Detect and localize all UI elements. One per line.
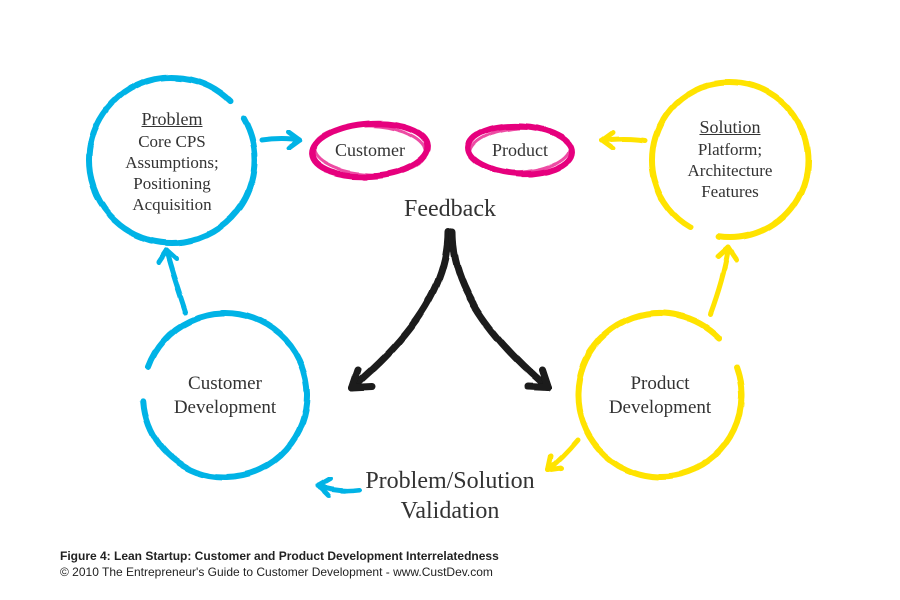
- validation-line-1: Problem/Solution: [340, 466, 560, 496]
- solution-body-1: Architecture: [662, 160, 798, 181]
- arrow-problem-to-customer: [262, 132, 300, 148]
- figure-caption: Figure 4: Lean Startup: Customer and Pro…: [60, 548, 840, 580]
- solution-title: Solution: [662, 116, 798, 139]
- problem-title: Problem: [102, 108, 242, 131]
- diagram-canvas: Problem Core CPS Assumptions; Positionin…: [0, 0, 900, 600]
- customer-dev-line-0: Customer: [150, 372, 300, 396]
- validation-label: Problem/Solution Validation: [340, 466, 560, 526]
- customer-oval-label: Customer: [320, 139, 420, 162]
- solution-body-2: Features: [662, 181, 798, 202]
- arrow-custdev-to-problem: [158, 250, 185, 312]
- caption-copyright: © 2010 The Entrepreneur's Guide to Custo…: [60, 564, 840, 580]
- product-oval-label: Product: [474, 139, 566, 162]
- solution-body-0: Platform;: [662, 139, 798, 160]
- solution-node-text: Solution Platform; Architecture Features: [662, 116, 798, 202]
- arrow-solution-to-product: [602, 132, 645, 148]
- feedback-label: Feedback: [370, 194, 530, 224]
- arrow-proddev-to-solution: [710, 248, 736, 314]
- problem-body-3: Acquisition: [102, 194, 242, 215]
- arrow-feedback-split: [352, 232, 548, 388]
- customer-dev-text: Customer Development: [150, 372, 300, 420]
- problem-body-0: Core CPS: [102, 131, 242, 152]
- product-dev-line-1: Development: [585, 396, 735, 420]
- problem-body-1: Assumptions;: [102, 152, 242, 173]
- product-dev-line-0: Product: [585, 372, 735, 396]
- problem-node-text: Problem Core CPS Assumptions; Positionin…: [102, 108, 242, 216]
- validation-line-2: Validation: [340, 496, 560, 526]
- caption-title: Figure 4: Lean Startup: Customer and Pro…: [60, 548, 840, 564]
- customer-dev-line-1: Development: [150, 396, 300, 420]
- product-dev-text: Product Development: [585, 372, 735, 420]
- problem-body-2: Positioning: [102, 173, 242, 194]
